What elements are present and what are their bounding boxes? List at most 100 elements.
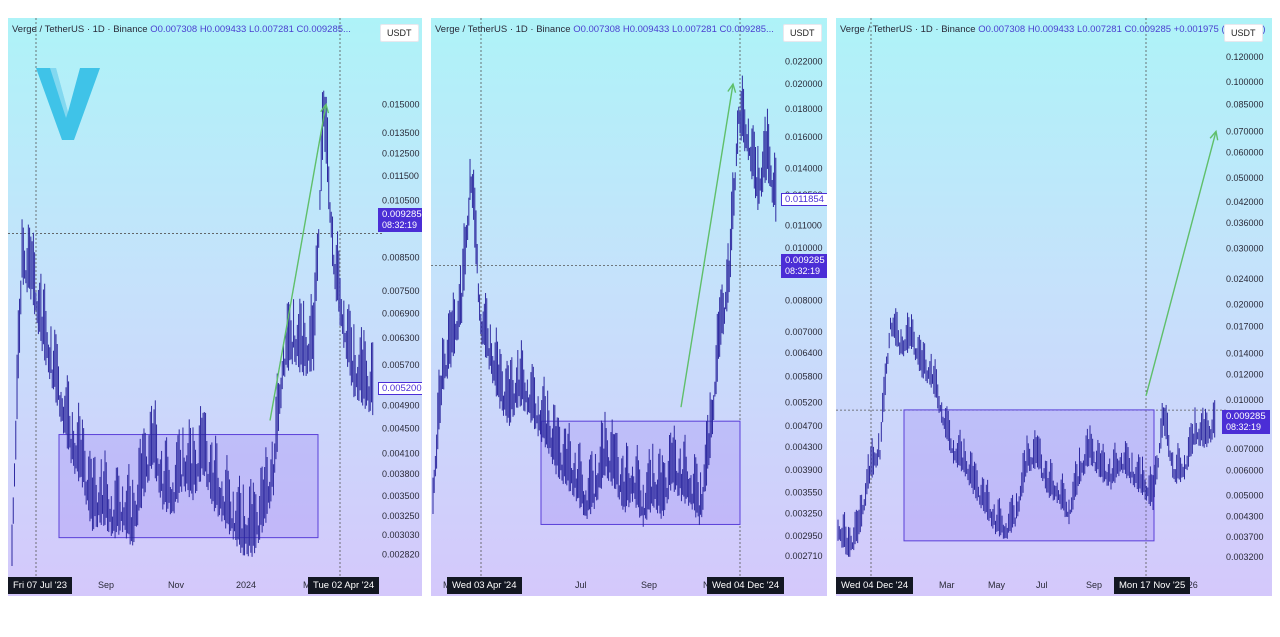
trend-arrow[interactable] [680, 83, 734, 408]
y-tick-label: 0.002820 [382, 549, 420, 559]
y-tick-label: 0.012000 [1226, 370, 1264, 380]
y-tick-label: 0.004700 [785, 421, 823, 431]
y-tick-label: 0.006300 [382, 333, 420, 343]
current-price-tag: 0.009285 08:32:19 [781, 254, 827, 278]
y-tick-label: 0.020000 [785, 79, 823, 89]
chart-panel-2: 0.022000 0.020000 0.018000 0.016000 0.014000… [431, 18, 827, 596]
current-price: 0.009285 [382, 209, 422, 220]
y-tick-label: 0.003900 [785, 465, 823, 475]
y-tick-label: 0.100000 [1226, 77, 1264, 87]
y-tick-label: 0.010000 [1226, 395, 1264, 405]
open-value: O0.007308 [573, 24, 621, 35]
chart-panel-3: 0.120000 0.100000 0.085000 0.070000 0.060000… [836, 18, 1272, 596]
marked-price-tag: 0.011854 [781, 193, 827, 206]
y-tick-label: 0.085000 [1226, 100, 1264, 110]
y-tick-label: 0.007500 [382, 286, 420, 296]
y-tick-label: 0.005700 [382, 360, 420, 370]
close-value: C0.009285 [1124, 24, 1172, 35]
end-date-tag: Tue 02 Apr '24 [308, 577, 380, 594]
close-value: C0.009285... [296, 24, 351, 35]
y-tick-label: 0.015000 [382, 99, 420, 109]
y-tick-label: 0.010000 [785, 243, 823, 253]
currency-unit-button[interactable]: USDT [783, 24, 822, 42]
chart-legend-2: Verge / TetherUS · 1D · Binance O0.00730… [435, 24, 774, 35]
y-tick-label: 0.020000 [1226, 299, 1264, 309]
change-value: +0.001975 (+27.02%) [1173, 24, 1266, 35]
end-date-tag: Mon 17 Nov '25 [1114, 577, 1191, 594]
y-tick-label: 0.003250 [785, 508, 823, 518]
open-value: O0.007308 [978, 24, 1026, 35]
marked-price-tag: 0.005200 [378, 382, 422, 395]
trend-arrow[interactable] [1145, 131, 1217, 397]
y-tick-label: 0.008500 [382, 252, 420, 262]
high-value: H0.009433 [1027, 24, 1075, 35]
y-tick-label: 0.120000 [1226, 52, 1264, 62]
trend-arrow-head [1209, 129, 1219, 141]
y-tick-label: 0.005000 [1226, 491, 1264, 501]
start-date-tag: Wed 03 Apr '24 [447, 577, 522, 594]
current-price-tag: 0.009285 08:32:19 [378, 208, 422, 232]
y-tick-label: 0.004900 [382, 401, 420, 411]
y-axis[interactable]: 0.022000 0.020000 0.018000 0.016000 0.014000… [785, 57, 823, 562]
y-tick-label: 0.003700 [1226, 532, 1264, 542]
y-tick-label: 0.070000 [1226, 126, 1264, 136]
symbol-label: Verge / TetherUS · 1D · Binance [840, 24, 976, 35]
y-tick-label: 0.030000 [1226, 243, 1264, 253]
candle-countdown: 08:32:19 [785, 266, 821, 276]
close-value: C0.009285... [719, 24, 774, 35]
candle-countdown: 08:32:19 [382, 220, 418, 230]
y-tick-label: 0.006400 [785, 348, 823, 358]
chart-canvas-2[interactable]: 0.022000 0.020000 0.018000 0.016000 0.014000… [431, 18, 827, 596]
candle-countdown: 08:32:19 [1226, 422, 1262, 432]
x-tick-label: Mar [939, 580, 955, 590]
start-date-tag: Wed 04 Dec '24 [836, 577, 914, 594]
current-price: 0.009285 [785, 255, 825, 266]
symbol-label: Verge / TetherUS · 1D · Binance [435, 24, 571, 35]
price-series [837, 308, 1216, 557]
y-tick-label: 0.036000 [1226, 218, 1264, 228]
y-tick-label: 0.003550 [785, 487, 823, 497]
low-value: L0.007281 [248, 24, 294, 35]
y-tick-label: 0.002710 [785, 551, 823, 561]
y-tick-label: 0.003250 [382, 511, 420, 521]
y-tick-label: 0.007000 [1226, 444, 1264, 454]
y-tick-label: 0.016000 [785, 132, 823, 142]
chart-panel-1: 0.015000 0.013500 0.012500 0.011500 0.010500… [8, 18, 422, 596]
low-value: L0.007281 [1076, 24, 1122, 35]
y-tick-label: 0.004300 [785, 442, 823, 452]
trend-arrow-head [727, 82, 737, 93]
y-tick-label: 0.006000 [1226, 465, 1264, 475]
y-tick-label: 0.005800 [785, 371, 823, 381]
x-axis[interactable]: Mar May Jul Sep '26 [939, 580, 1198, 590]
current-price-tag: 0.009285 08:32:19 [1222, 410, 1270, 434]
current-price: 0.009285 [1226, 411, 1266, 422]
start-date-tag: Fri 07 Jul '23 [8, 577, 73, 594]
currency-unit-button[interactable]: USDT [380, 24, 419, 42]
y-tick-label: 0.024000 [1226, 274, 1264, 284]
x-axis[interactable]: SepNov2024Ma [98, 580, 316, 590]
currency-unit-button[interactable]: USDT [1224, 24, 1263, 42]
x-tick-label: Jul [575, 580, 587, 590]
x-tick-label: Sep [1086, 580, 1102, 590]
chart-legend-3: Verge / TetherUS · 1D · Binance O0.00730… [840, 24, 1266, 35]
y-tick-label: 0.003200 [1226, 552, 1264, 562]
y-tick-label: 0.007000 [785, 327, 823, 337]
trend-arrow[interactable] [269, 104, 327, 421]
y-tick-label: 0.003030 [382, 530, 420, 540]
x-tick-label: 2024 [236, 580, 256, 590]
low-value: L0.007281 [671, 24, 717, 35]
y-tick-label: 0.013500 [382, 128, 420, 138]
chart-canvas-3[interactable]: 0.120000 0.100000 0.085000 0.070000 0.060000… [836, 18, 1272, 596]
y-tick-label: 0.002950 [785, 531, 823, 541]
y-axis[interactable]: 0.015000 0.013500 0.012500 0.011500 0.010500… [382, 99, 420, 559]
price-series [432, 75, 777, 527]
end-date-tag: Wed 04 Dec '24 [707, 577, 785, 594]
y-tick-label: 0.006900 [382, 308, 420, 318]
y-tick-label: 0.017000 [1226, 322, 1264, 332]
chart-legend-1: Verge / TetherUS · 1D · Binance O0.00730… [12, 24, 351, 35]
y-tick-label: 0.012500 [382, 149, 420, 159]
y-tick-label: 0.004100 [382, 449, 420, 459]
x-tick-label: May [988, 580, 1006, 590]
y-tick-label: 0.005200 [785, 397, 823, 407]
y-axis[interactable]: 0.120000 0.100000 0.085000 0.070000 0.060000… [1226, 52, 1264, 562]
